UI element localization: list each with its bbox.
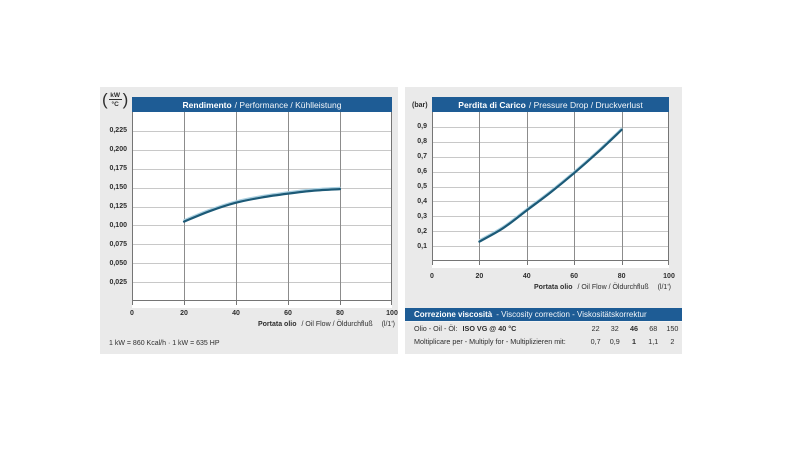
y-tick-label: 0,100 [109,221,127,229]
multiplier-row: Moltiplicare per - Multiply for - Multip… [414,337,682,348]
iso-vg-label: Olio - Oil - Öl: [414,324,458,333]
performance-x-axis-label: Portata olio / Oil Flow / Öldurchfluß (l… [258,321,395,328]
table-value: 1 [632,337,636,346]
x-axis-label-rest: / Oil Flow / Öldurchfluß [301,321,373,328]
y-tick-label: 0,1 [417,242,427,250]
x-tick-label: 20 [475,273,484,280]
performance-plot [132,112,392,308]
x-axis-unit: (l/1') [381,321,395,328]
y-tick-label: 0,075 [109,240,127,248]
performance-chart-panel: ( kW °C ) Rendimento / Performance / Küh… [100,87,398,354]
y-tick-label: 0,9 [417,123,427,131]
unit-fraction: kW °C [108,92,123,108]
table-value: 46 [630,324,638,333]
title-bold: Perdita di Carico [458,99,526,110]
y-tick-label: 0,7 [417,153,427,161]
iso-vg-row: Olio - Oil - Öl: ISO VG @ 40 °C 22 32 46 68… [414,324,682,335]
x-tick-label: 100 [386,310,398,317]
unit-numerator: kW [110,91,121,99]
table-value: 2 [670,337,675,346]
performance-chart-title: Rendimento / Performance / Kühlleistung [132,97,392,112]
x-tick-label: 80 [617,273,626,280]
pressure-drop-chart-title: Perdita di Carico / Pressure Drop / Druc… [432,97,669,112]
multiplier-label: Moltiplicare per - Multiply for - Multip… [414,337,566,346]
header-rest: - Viscosity correction - Viskositätskorr… [496,310,647,319]
y-tick-label: 0,175 [109,165,127,173]
table-value: 1,1 [648,337,659,346]
x-tick-label: 0 [130,310,134,317]
x-tick-label: 100 [663,273,675,280]
paren-close: ) [122,90,129,109]
table-value: 0,9 [609,337,620,346]
pressure-drop-plot [432,112,669,268]
x-axis-label-bold: Portata olio [257,321,297,328]
table-value: 150 [666,324,679,333]
pressure-drop-panel: (bar) Perdita di Carico / Pressure Drop … [405,87,682,354]
y-tick-label: 0,200 [109,146,127,154]
x-tick-label: 40 [232,310,240,317]
x-tick-label: 0 [430,273,434,280]
x-tick-label: 40 [522,273,531,280]
unit-denominator: °C [111,100,119,108]
title-bold: Rendimento [182,99,232,110]
iso-vg-values: 22 32 46 68 150 [586,324,682,333]
paren-open: ( [102,90,108,109]
table-value: 32 [610,324,619,333]
title-rest: / Performance / Kühlleistung [234,99,342,110]
y-tick-label: 0,6 [417,168,427,176]
x-tick-label: 80 [336,310,344,317]
x-axis-label-bold: Portata olio [533,284,573,291]
x-tick-label: 20 [180,310,188,317]
y-tick-label: 0,3 [417,212,427,220]
y-tick-label: 0,4 [417,197,427,205]
fraction-bar [108,99,122,100]
header-bold: Correzione viscosità [414,310,493,319]
table-value: 68 [649,324,658,333]
viscosity-correction-header: Correzione viscosità - Viscosity correct… [405,308,682,322]
table-value: 0,7 [590,337,601,346]
x-tick-label: 60 [284,310,292,317]
conversion-footnote: 1 kW = 860 Kcal/h · 1 kW = 635 HP [109,340,220,347]
multiplier-values: 0,7 0,9 1 1,1 2 [586,337,682,346]
x-tick-label: 60 [570,273,579,280]
y-tick-label: 0,5 [417,183,427,190]
table-value: 22 [591,324,600,333]
pressure-drop-x-axis-label: Portata olio / Oil Flow / Öldurchfluß (l… [534,284,671,291]
y-tick-label: 0,150 [109,184,127,192]
x-axis-label-rest: / Oil Flow / Öldurchfluß [577,284,649,291]
title-rest: / Pressure Drop / Druckverlust [528,99,643,110]
y-tick-label: 0,2 [417,227,427,235]
x-axis-unit: (l/1') [657,284,671,291]
y-tick-label: 0,8 [417,138,427,146]
y-tick-label: 0,025 [109,278,127,286]
y-axis-unit-kw-per-c: ( kW °C ) [102,91,128,108]
y-axis-unit-bar: (bar) [412,102,428,109]
iso-vg-label-bold: ISO VG @ 40 °C [462,324,517,333]
y-tick-label: 0,125 [109,203,127,210]
y-tick-label: 0,050 [109,259,127,267]
y-tick-label: 0,225 [109,127,127,135]
